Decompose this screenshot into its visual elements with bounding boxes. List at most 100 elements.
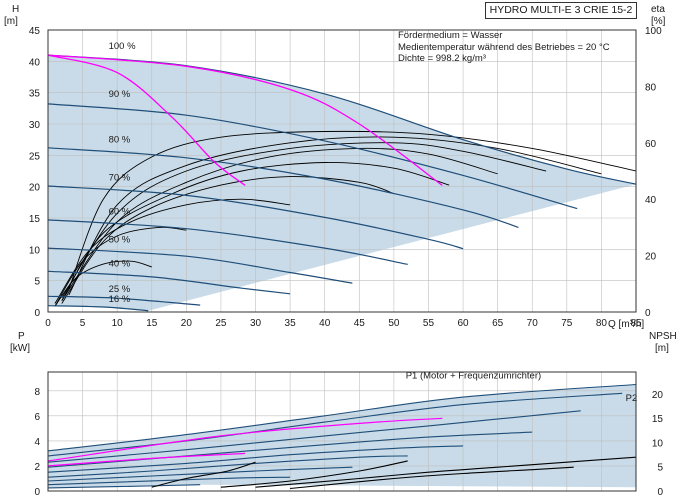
system-curve-1 — [47, 54, 246, 186]
eta-tick-80: 80 — [645, 82, 657, 93]
npsh-axis-label: NPSH — [649, 331, 677, 342]
speed-label-1: 100 % — [109, 41, 136, 52]
axis-titles: H [m] eta [%] Q [m³/h] P [kW] NPSH [m] — [4, 4, 677, 354]
info-line-temperature: Medientemperatur während des Betriebes =… — [398, 41, 610, 53]
h-axis-label: H — [12, 4, 19, 15]
npsh-tick-0: 0 — [657, 487, 663, 498]
speed-curve-4 — [47, 185, 464, 250]
q-tick-15: 15 — [146, 318, 158, 329]
p-tick-8: 8 — [34, 387, 40, 398]
system-curve-2 — [47, 54, 443, 186]
speed-label-4: 70 % — [109, 173, 131, 184]
h-tick-5: 5 — [34, 277, 40, 288]
h-tick-45: 45 — [29, 26, 41, 37]
speed-label-6: 50 % — [109, 235, 131, 246]
power-series-label-1: P1 (Motor + Frequenzumrichter) — [406, 370, 541, 381]
system-power-curve-2 — [47, 417, 443, 462]
speed-curve-2 — [47, 103, 578, 210]
speed-label-5: 60 % — [109, 206, 131, 217]
q-tick-75: 75 — [561, 318, 573, 329]
speed-curve-5 — [47, 219, 408, 265]
eta-tick-20: 20 — [645, 252, 657, 263]
power-curve-5 — [47, 445, 464, 473]
h-axis-unit: [m] — [4, 16, 18, 27]
speed-curve-9 — [47, 305, 149, 312]
efficiency-curve-7 — [54, 198, 291, 304]
h-tick-10: 10 — [29, 245, 41, 256]
h-tick-40: 40 — [29, 57, 41, 68]
q-tick-65: 65 — [492, 318, 504, 329]
efficiency-curve-3 — [61, 142, 547, 299]
speed-label-7: 40 % — [109, 258, 131, 269]
q-tick-35: 35 — [285, 318, 297, 329]
speed-label-8: 25 % — [109, 284, 131, 295]
p-axis-label: P — [18, 331, 25, 342]
efficiency-curve-9 — [54, 260, 152, 307]
system-curves — [47, 54, 443, 186]
power-curve-7 — [47, 466, 353, 482]
p-axis-unit: [kW] — [10, 343, 30, 354]
q-tick-10: 10 — [112, 318, 124, 329]
bottom-tick-labels: 0 2 4 6 8 0 5 10 15 20 — [34, 387, 663, 498]
h-tick-30: 30 — [29, 120, 41, 131]
npsh-tick-5: 5 — [657, 463, 663, 474]
top-plot-frame — [47, 29, 637, 313]
speed-curve-8 — [47, 295, 201, 306]
q-tick-25: 25 — [215, 318, 227, 329]
eta-tick-100: 100 — [645, 26, 662, 37]
power-curve-9 — [47, 484, 201, 489]
q-tick-30: 30 — [250, 318, 262, 329]
npsh-curve-1 — [255, 456, 637, 488]
p-tick-4: 4 — [34, 437, 40, 448]
speed-curve-7 — [47, 270, 291, 295]
top-panel: 100 % 90 % 80 % 70 % 60 % 50 % 40 % 25 %16 % 0 5… — [29, 26, 662, 329]
q-tick-0: 0 — [45, 318, 51, 329]
npsh-tick-15: 15 — [652, 414, 664, 425]
power-curve-3 — [47, 410, 581, 463]
q-tick-85: 85 — [630, 318, 642, 329]
power-curve-1 — [47, 383, 637, 452]
chart-title: HYDRO MULTI-E 3 CRIE 15-2 — [485, 2, 637, 19]
bottom-panel: P1 (Motor + Frequenzumrichter) P2 0 2 4 6 8 0 5… — [34, 370, 663, 498]
info-line-density: Dichte = 998.2 kg/m³ — [398, 53, 486, 64]
efficiency-curve-2 — [68, 136, 602, 296]
power-series-label-2: P2 — [626, 393, 638, 404]
q-tick-60: 60 — [457, 318, 469, 329]
q-tick-20: 20 — [181, 318, 193, 329]
q-axis-label: Q [m³/h] — [608, 319, 644, 330]
speed-curve-3 — [47, 147, 519, 228]
h-tick-0: 0 — [34, 308, 40, 319]
eta-axis-label: eta — [651, 4, 665, 15]
speed-label-3: 80 % — [109, 134, 131, 145]
bottom-plot-frame — [47, 371, 637, 492]
npsh-tick-10: 10 — [652, 438, 664, 449]
medium-info: Fördermedium = Wasser Medientemperatur w… — [398, 30, 610, 65]
speed-curve-1 — [47, 54, 637, 185]
speed-label-2: 90 % — [109, 89, 131, 100]
q-tick-45: 45 — [354, 318, 366, 329]
top-tick-labels: 0 5 10 15 20 25 30 35 40 45 50 55 60 65 70 75 80 85051015… — [29, 26, 662, 329]
speed-label-9: 16 % — [109, 294, 131, 305]
q-tick-80: 80 — [596, 318, 608, 329]
npsh-curve-3 — [151, 461, 256, 488]
power-curve-2 — [47, 392, 623, 457]
speed-curves: 100 % 90 % 80 % 70 % 60 % 50 % 40 % 25 %16 % — [47, 41, 637, 312]
npsh-curve-2 — [290, 466, 574, 490]
h-tick-20: 20 — [29, 183, 41, 194]
power-envelope — [48, 384, 636, 488]
efficiency-curve-6 — [61, 176, 395, 304]
npsh-axis-unit: [m] — [655, 343, 669, 354]
p-tick-6: 6 — [34, 412, 40, 423]
q-tick-5: 5 — [80, 318, 86, 329]
efficiency-curve-5 — [61, 162, 450, 301]
h-tick-15: 15 — [29, 214, 41, 225]
eta-tick-60: 60 — [645, 139, 657, 150]
efficiency-curves — [54, 130, 637, 307]
npsh-curves — [151, 456, 637, 490]
eta-axis-unit: [%] — [651, 16, 666, 27]
h-tick-35: 35 — [29, 89, 41, 100]
power-curve-8 — [47, 476, 291, 486]
h-tick-25: 25 — [29, 151, 41, 162]
eta-tick-0: 0 — [645, 308, 651, 319]
